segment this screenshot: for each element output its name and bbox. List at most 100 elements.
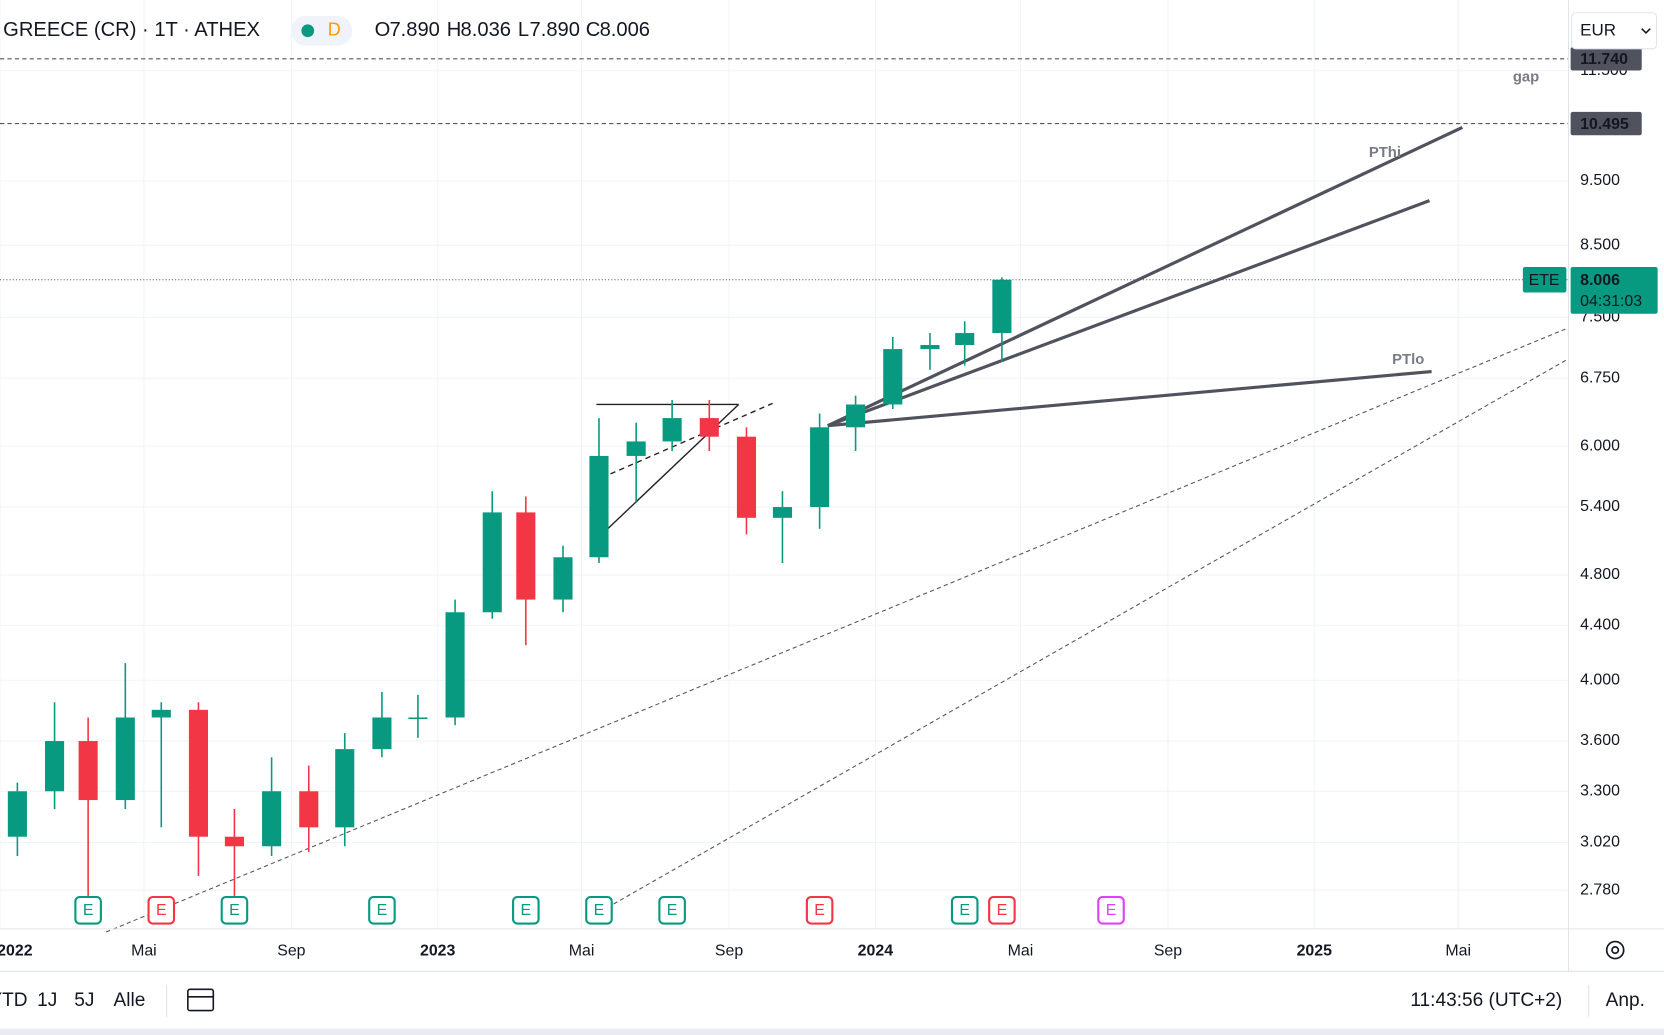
candle-body <box>736 436 757 518</box>
x-tick-label: 2025 <box>1297 942 1333 959</box>
event-label[interactable]: E <box>229 902 240 919</box>
y-tick-label: 6.000 <box>1580 437 1620 454</box>
event-marker[interactable] <box>805 895 834 925</box>
candle-body <box>372 717 392 750</box>
ohlc-value: 7.890 <box>530 19 580 41</box>
y-tick-label: 9.500 <box>1580 172 1620 189</box>
currency-select[interactable]: EUR <box>1571 12 1658 50</box>
event-label[interactable]: E <box>959 902 970 919</box>
ohlc-label: C <box>586 19 601 41</box>
candle-body <box>516 512 536 600</box>
level-label-box <box>1570 111 1642 136</box>
x-tick-label: Mai <box>1008 942 1034 959</box>
y-tick-label: 8.500 <box>1580 236 1620 253</box>
candle-body <box>699 418 719 437</box>
candle-body <box>188 709 209 837</box>
event-label[interactable]: E <box>83 902 94 919</box>
plot: gap PThi PTlo E E E E E E E E E E E <box>0 58 1569 925</box>
event-label[interactable]: E <box>997 902 1008 919</box>
x-tick-label: 2024 <box>858 942 894 959</box>
symbol: GREECE (CR) · 1T · ATHEX <box>3 19 260 41</box>
event-label[interactable]: E <box>521 902 532 919</box>
fan-line <box>827 199 1431 428</box>
candle-body <box>7 791 27 837</box>
range-button[interactable]: YTD <box>0 990 28 1011</box>
price-label-box <box>1570 267 1658 314</box>
y-tick-label: 3.020 <box>1580 834 1620 851</box>
x-tick-label: Mai <box>131 942 157 959</box>
calendar-icon[interactable] <box>187 988 215 1012</box>
adjust-button[interactable]: Anp. <box>1606 990 1645 1011</box>
footer-strip <box>0 1028 1664 1035</box>
candle-body <box>992 279 1012 334</box>
clock: 11:43:56 (UTC+2) <box>1410 990 1562 1011</box>
axes: 2.780 3.020 3.300 3.600 4.000 4.400 4.800 5.400… <box>0 47 1658 959</box>
event-marker[interactable] <box>585 895 613 925</box>
range-button[interactable]: 5J <box>74 990 94 1011</box>
event-marker[interactable] <box>368 895 396 925</box>
ohlc-label: L <box>518 19 529 41</box>
ohlc-value: 7.890 <box>389 19 439 41</box>
y-tick-label: 4.000 <box>1580 671 1620 688</box>
candle-body <box>262 791 282 847</box>
candle-body <box>846 404 866 428</box>
market-status-dot <box>301 24 315 38</box>
triangle-dashed <box>601 402 773 479</box>
date-range-button[interactable] <box>187 988 215 1012</box>
event-label[interactable]: E <box>1106 902 1117 919</box>
fan-line <box>827 369 1432 428</box>
event-marker[interactable] <box>1097 895 1125 925</box>
annotation: PTlo <box>1392 352 1424 368</box>
event-marker[interactable] <box>512 895 540 925</box>
currency-box[interactable] <box>1571 12 1658 50</box>
range-button[interactable]: 1J <box>37 990 57 1011</box>
gear-icon[interactable] <box>1605 940 1625 960</box>
currency[interactable]: EUR <box>1580 20 1616 39</box>
candle-body <box>335 749 355 828</box>
event-marker[interactable] <box>658 895 686 925</box>
event-marker[interactable] <box>220 895 249 925</box>
bottom-toolbar: 11:43:56 (UTC+2) Anp. YTD 1J 5J Alle <box>0 985 1645 1017</box>
annotation: gap <box>1513 69 1539 85</box>
ohlc-label: H <box>447 19 462 41</box>
candle-body <box>772 507 792 518</box>
candle-body <box>408 717 428 720</box>
y-tick-label: 2.780 <box>1580 881 1620 898</box>
event-marker[interactable] <box>988 895 1016 925</box>
candle-body <box>626 441 646 456</box>
candle-body <box>45 741 65 792</box>
event-marker[interactable] <box>950 895 979 925</box>
y-tick-label: 4.400 <box>1580 616 1620 633</box>
event-label[interactable]: E <box>667 902 678 919</box>
event-label[interactable]: E <box>814 902 825 919</box>
candle-body <box>920 345 940 350</box>
event-label[interactable]: E <box>377 902 388 919</box>
event-marker[interactable] <box>147 895 176 925</box>
annotation: PThi <box>1369 145 1401 161</box>
candle-body <box>299 791 319 828</box>
event-label[interactable]: E <box>594 902 605 919</box>
x-tick-label: Sep <box>277 942 305 959</box>
candle-body <box>78 741 98 801</box>
legend-header: GREECE (CR) · 1T · ATHEX D O 7.890 H 8.0… <box>3 15 650 46</box>
x-tick-label: Mai <box>1445 942 1471 959</box>
ohlc-value: 8.006 <box>600 19 650 41</box>
status-pill <box>290 15 353 46</box>
grid <box>0 0 1569 929</box>
candle-body <box>151 709 171 718</box>
candle-body <box>955 333 975 346</box>
fan-line <box>827 125 1464 428</box>
x-tick-label: Sep <box>1154 942 1182 959</box>
y-tick-label: 6.750 <box>1580 369 1620 386</box>
settings-button[interactable] <box>1605 940 1625 960</box>
candle-body <box>883 349 903 405</box>
range-button[interactable]: Alle <box>114 990 146 1011</box>
candle-body <box>553 557 573 600</box>
event-marker[interactable] <box>74 895 102 925</box>
gear-hub <box>1611 946 1620 955</box>
candle-body <box>482 512 502 613</box>
event-label[interactable]: E <box>156 902 167 919</box>
